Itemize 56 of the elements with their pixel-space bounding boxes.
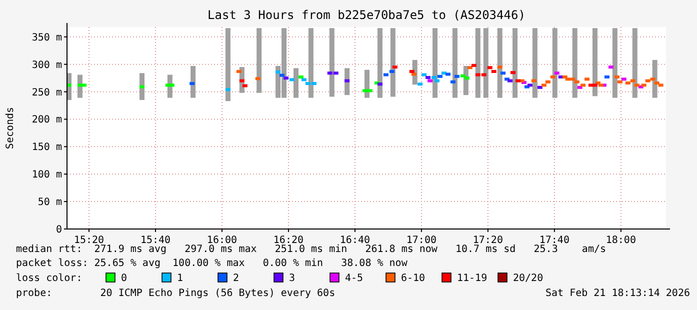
bar — [308, 28, 314, 98]
chart-title: Last 3 Hours from b225e70ba7e5 to (AS203446) — [208, 8, 526, 22]
bar — [552, 28, 558, 98]
x-tick-label: 18:00 — [606, 235, 636, 246]
y-tick-label: 100 m — [32, 170, 62, 181]
y-axis-title: Seconds — [5, 106, 16, 150]
bar — [475, 28, 480, 98]
y-tick-label: 250 m — [32, 87, 62, 98]
bar — [483, 28, 488, 98]
bar — [532, 28, 538, 98]
bar — [612, 28, 618, 98]
y-tick-label: 200 m — [32, 114, 62, 126]
x-tick-label: 16:40 — [340, 235, 370, 246]
x-tick-label: 16:00 — [206, 235, 238, 246]
y-tick-label: 50 m — [38, 197, 62, 208]
bar — [632, 28, 638, 98]
y-tick-label: 300 m — [32, 60, 62, 71]
legend-label: 2 — [233, 273, 240, 284]
legend-label: 3 — [289, 273, 296, 284]
legend-label: 4-5 — [345, 273, 364, 284]
bar — [452, 28, 458, 98]
legend-label: 1 — [177, 273, 184, 284]
legend-label: 0 — [121, 273, 128, 284]
bar — [497, 28, 502, 98]
bar — [592, 28, 598, 96]
bar — [293, 68, 298, 98]
y-tick-label: 0 — [56, 224, 62, 236]
y-tick-label: 150 m — [32, 142, 62, 154]
legend-label: 20/20 — [513, 273, 544, 284]
bar — [390, 28, 396, 97]
bar — [652, 60, 658, 98]
bar — [344, 68, 350, 96]
bar — [256, 28, 262, 93]
x-tick-label: 17:00 — [406, 235, 437, 246]
legend-label: 6-10 — [401, 273, 426, 284]
bar — [329, 28, 334, 97]
legend-label: 11-19 — [457, 273, 488, 284]
x-tick-label: 15:20 — [74, 235, 104, 246]
point — [140, 85, 144, 88]
bar — [225, 28, 230, 102]
bar — [377, 28, 382, 98]
y-tick-label: 350 m — [32, 32, 62, 44]
bar — [190, 66, 196, 98]
bar — [432, 28, 438, 98]
x-tick-label: 15:40 — [140, 235, 171, 246]
bar — [512, 28, 518, 98]
bar — [572, 28, 578, 98]
text: median rtt: 271.9 ms avg 297.0 ms max 251.0 ms min 261.8 ms now 10.7 ms sd 25.3 am/s — [16, 244, 606, 255]
text: probe: 20 ICMP Echo Pings (56 Bytes) every 60s — [16, 288, 336, 299]
legend-title: loss color: — [16, 273, 82, 284]
text: packet loss: 25.65 % avg 100.00 % max 0.00 % min 38.08 % now — [16, 258, 408, 269]
x-tick-label: 17:40 — [539, 235, 570, 246]
point — [290, 78, 294, 82]
x-tick-label: 17:20 — [472, 235, 503, 246]
x-tick-label: 16:20 — [273, 235, 304, 246]
text: Sat Feb 21 18:13:14 2026 — [546, 288, 690, 299]
